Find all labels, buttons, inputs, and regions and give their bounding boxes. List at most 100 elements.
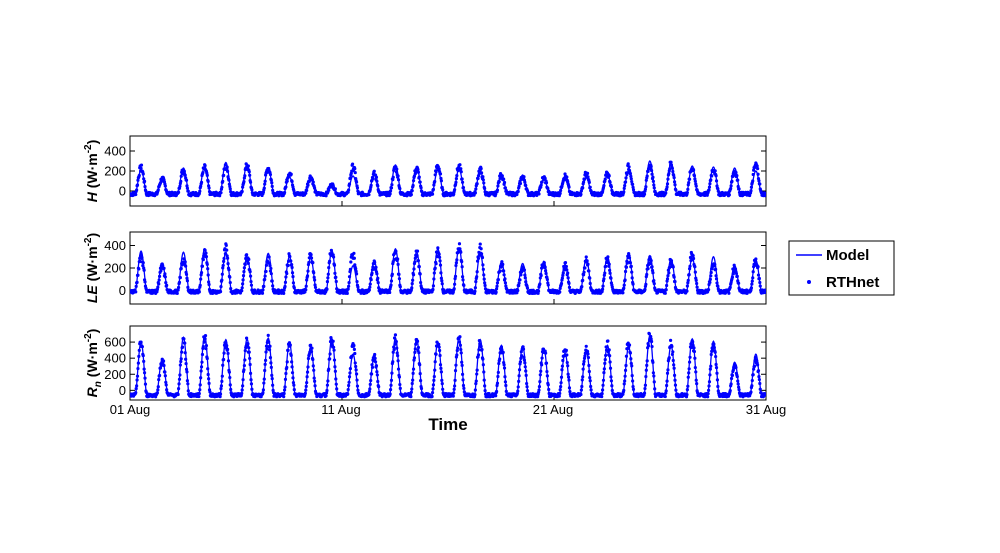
series-rthnet-point bbox=[523, 180, 527, 184]
series-rthnet-point bbox=[376, 184, 380, 188]
series-rthnet-point bbox=[370, 268, 375, 272]
series-rthnet-point bbox=[758, 280, 762, 285]
series-rthnet-point bbox=[586, 175, 590, 179]
series-rthnet-point bbox=[652, 374, 656, 378]
series-rthnet-point bbox=[412, 356, 417, 360]
series-rthnet-point bbox=[649, 334, 653, 339]
series-rthnet-point bbox=[326, 379, 330, 383]
series-rthnet-point bbox=[600, 394, 604, 399]
series-rthnet-point bbox=[524, 183, 528, 188]
series-rthnet-point bbox=[458, 247, 462, 251]
series-rthnet-point bbox=[367, 193, 371, 197]
series-rthnet-point bbox=[396, 367, 401, 371]
series-rthnet-point bbox=[708, 373, 712, 377]
series-rthnet-point bbox=[432, 378, 436, 382]
series-rthnet-point bbox=[417, 351, 421, 355]
series-rthnet-point bbox=[225, 165, 229, 169]
series-rthnet-point bbox=[418, 371, 422, 376]
series-rthnet-point bbox=[525, 389, 530, 393]
series-rthnet-point bbox=[685, 388, 689, 392]
series-rthnet-point bbox=[481, 363, 485, 367]
series-rthnet-point bbox=[439, 176, 443, 180]
series-rthnet-point bbox=[608, 354, 612, 358]
series-rthnet-point bbox=[736, 178, 740, 182]
series-rthnet-point bbox=[388, 388, 393, 392]
series-rthnet-point bbox=[242, 266, 246, 270]
series-rthnet-point bbox=[686, 375, 690, 379]
series-rthnet-point bbox=[475, 372, 479, 376]
series-rthnet-point bbox=[731, 174, 735, 178]
series-rthnet-point bbox=[349, 260, 353, 264]
series-rthnet-point bbox=[688, 355, 692, 359]
series-rthnet-point bbox=[623, 269, 628, 274]
series-rthnet-point bbox=[516, 288, 520, 293]
series-rthnet-point bbox=[395, 351, 399, 355]
series-rthnet-point bbox=[241, 282, 245, 286]
series-rthnet-point bbox=[417, 175, 421, 179]
series-rthnet-point bbox=[714, 267, 718, 271]
series-rthnet-point bbox=[394, 340, 398, 344]
series-rthnet-point bbox=[557, 394, 561, 398]
series-rthnet-point bbox=[367, 288, 371, 292]
series-rthnet-point bbox=[368, 387, 372, 391]
y-axis-label-h: H (W·m-2) bbox=[83, 140, 100, 203]
series-rthnet-point bbox=[370, 271, 374, 275]
series-rthnet-point bbox=[601, 378, 606, 382]
series-rthnet-point bbox=[709, 364, 713, 368]
series-rthnet-point bbox=[480, 255, 485, 260]
series-rthnet-point bbox=[184, 357, 188, 361]
series-rthnet-point bbox=[419, 379, 423, 383]
series-rthnet-point bbox=[201, 258, 205, 262]
panel-le: 0 200 400 LE (W·m-2) bbox=[83, 231, 767, 305]
series-rthnet-point bbox=[433, 368, 437, 372]
series-rthnet-point bbox=[327, 367, 331, 371]
series-rthnet-point bbox=[565, 268, 569, 272]
series-rthnet-point bbox=[430, 391, 435, 395]
series-rthnet-point bbox=[243, 174, 247, 178]
series-rthnet-point bbox=[311, 180, 315, 184]
series-rthnet-point bbox=[290, 271, 295, 275]
series-rthnet-point bbox=[729, 376, 734, 381]
y-tick-label: 0 bbox=[119, 184, 126, 199]
series-rthnet-point bbox=[241, 185, 245, 189]
series-rthnet-point bbox=[185, 186, 190, 190]
series-rthnet-point bbox=[277, 194, 281, 198]
series-rthnet-point bbox=[582, 356, 587, 360]
series-rthnet-point bbox=[517, 281, 521, 285]
series-rthnet-point bbox=[477, 348, 481, 352]
series-rthnet-point bbox=[728, 285, 732, 289]
series-rthnet-point bbox=[665, 283, 669, 288]
series-rthnet-point bbox=[263, 368, 267, 373]
series-rthnet-point bbox=[687, 367, 691, 371]
series-rthnet-point bbox=[453, 188, 457, 192]
series-rthnet-point bbox=[354, 267, 358, 271]
series-rthnet-point bbox=[503, 281, 508, 285]
series-rthnet-point bbox=[375, 179, 379, 183]
series-rthnet-point bbox=[271, 383, 275, 387]
series-rthnet-point bbox=[178, 373, 182, 377]
series-rthnet-point bbox=[518, 181, 523, 186]
series-rthnet-point bbox=[525, 385, 529, 389]
series-rthnet-point bbox=[474, 382, 478, 386]
series-rthnet-point bbox=[602, 184, 606, 188]
series-rthnet-point bbox=[685, 393, 689, 397]
series-rthnet-point bbox=[163, 184, 167, 188]
series-rthnet-point bbox=[368, 282, 372, 286]
series-rthnet-point bbox=[645, 272, 649, 277]
series-rthnet-point bbox=[483, 389, 487, 393]
series-rthnet-point bbox=[248, 371, 253, 375]
series-rthnet-point bbox=[608, 268, 612, 272]
series-rthnet-point bbox=[333, 187, 337, 191]
series-rthnet-point bbox=[539, 183, 543, 187]
series-rthnet-point bbox=[397, 277, 402, 281]
series-rthnet-point bbox=[629, 361, 633, 366]
series-rthnet-point bbox=[565, 353, 569, 357]
series-rthnet-point bbox=[268, 269, 273, 273]
series-rthnet-point bbox=[589, 384, 593, 389]
series-rthnet-point bbox=[667, 171, 671, 176]
series-rthnet-point bbox=[348, 367, 352, 371]
series-rthnet-point bbox=[206, 179, 210, 183]
series-rthnet-point bbox=[198, 383, 202, 387]
y-label-exponent: -2 bbox=[83, 333, 94, 342]
series-rthnet-point bbox=[647, 332, 652, 336]
